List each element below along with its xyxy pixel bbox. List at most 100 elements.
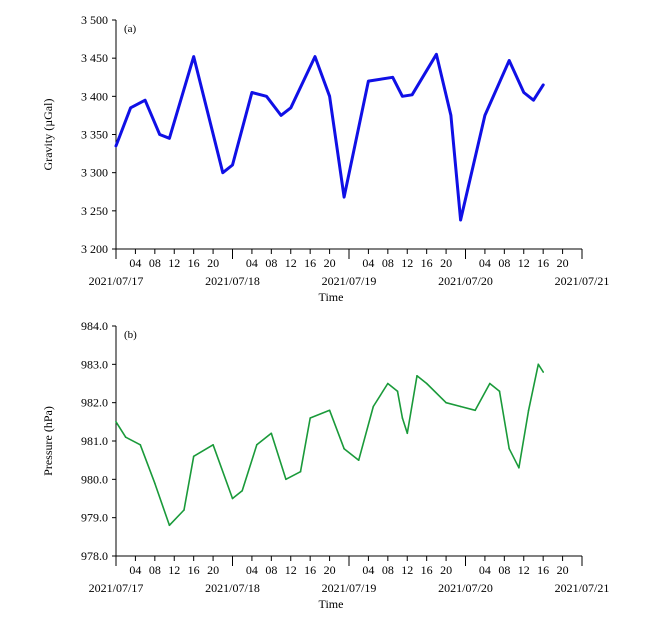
x-hour-tick-label: 04: [479, 256, 491, 270]
x-hour-tick-label: 08: [498, 256, 510, 270]
x-hour-tick-label: 20: [557, 563, 569, 577]
x-hour-tick-label: 04: [246, 563, 258, 577]
data-point: [542, 84, 544, 86]
y-tick-label: 3 350: [81, 128, 108, 142]
y-tick-label: 3 200: [81, 242, 108, 256]
x-hour-tick-label: 16: [537, 563, 549, 577]
x-date-tick-label: 2021/07/17: [89, 274, 144, 288]
data-point: [309, 417, 312, 419]
x-hour-tick-label: 04: [362, 256, 374, 270]
x-hour-tick-label: 16: [304, 563, 316, 577]
data-point: [241, 490, 243, 492]
data-point: [518, 467, 520, 469]
data-point: [406, 432, 409, 435]
y-tick-label: 978.0: [81, 549, 108, 563]
data-point: [183, 509, 185, 511]
data-point: [459, 405, 462, 408]
x-hour-tick-label: 08: [149, 563, 161, 577]
data-point: [192, 55, 195, 58]
x-hour-tick-label: 12: [285, 563, 297, 577]
data-point: [537, 363, 540, 366]
data-point: [124, 436, 127, 439]
data-point: [115, 421, 117, 423]
data-point: [542, 371, 544, 373]
x-hour-tick-label: 12: [285, 256, 297, 270]
data-line: [115, 363, 545, 527]
data-point: [168, 524, 171, 527]
data-point: [343, 447, 345, 450]
data-point: [411, 94, 413, 96]
panel-label: (b): [124, 329, 137, 341]
x-hour-tick-label: 04: [479, 563, 491, 577]
data-point: [357, 459, 360, 462]
data-point: [401, 95, 404, 98]
x-hour-tick-label: 12: [168, 563, 180, 577]
data-point: [168, 137, 171, 140]
x-hour-tick-label: 08: [382, 563, 394, 577]
data-point: [328, 95, 331, 98]
x-hour-tick-label: 16: [304, 256, 316, 270]
x-date-tick-label: 2021/07/21: [555, 581, 610, 595]
data-point: [396, 390, 399, 393]
data-point: [299, 470, 302, 473]
data-point: [459, 219, 462, 221]
x-date-tick-label: 2021/07/20: [438, 274, 493, 288]
data-point: [391, 76, 394, 79]
x-hour-tick-label: 20: [207, 563, 219, 577]
data-point: [212, 444, 214, 446]
x-date-tick-label: 2021/07/19: [322, 581, 377, 595]
x-hour-tick-label: 16: [537, 256, 549, 270]
data-point: [532, 99, 535, 101]
data-point: [484, 114, 486, 117]
data-point: [314, 55, 316, 58]
data-point: [523, 91, 525, 94]
data-point: [265, 95, 268, 98]
x-hour-tick-label: 16: [421, 256, 433, 270]
y-tick-label: 3 500: [81, 13, 108, 27]
data-point: [474, 409, 477, 412]
y-axis-title: Gravity (µGal): [41, 99, 55, 171]
data-point: [115, 145, 117, 147]
x-date-tick-label: 2021/07/18: [205, 581, 260, 595]
data-point: [144, 99, 146, 101]
x-hour-tick-label: 12: [518, 256, 530, 270]
data-point: [290, 107, 292, 109]
x-date-tick-label: 2021/07/19: [322, 274, 377, 288]
data-point: [231, 497, 234, 500]
y-tick-label: 984.0: [81, 319, 108, 333]
data-point: [231, 164, 234, 166]
x-hour-tick-label: 20: [324, 563, 336, 577]
data-point: [489, 382, 491, 385]
x-hour-tick-label: 16: [421, 563, 433, 577]
data-point: [285, 478, 287, 481]
data-point: [425, 382, 428, 385]
y-tick-label: 981.0: [81, 434, 108, 448]
data-point: [450, 114, 452, 117]
data-point: [508, 447, 511, 450]
data-point: [154, 482, 156, 485]
data-point: [435, 53, 438, 56]
x-hour-tick-label: 04: [129, 256, 141, 270]
x-date-tick-label: 2021/07/18: [205, 274, 260, 288]
x-hour-tick-label: 20: [207, 256, 219, 270]
data-point: [251, 91, 253, 94]
x-axis-title: Time: [319, 597, 344, 611]
y-tick-label: 3 400: [81, 89, 108, 103]
y-tick-label: 3 450: [81, 51, 108, 65]
data-point: [255, 444, 258, 446]
data-point: [508, 59, 511, 62]
y-tick-label: 3 250: [81, 204, 108, 218]
x-hour-tick-label: 08: [382, 256, 394, 270]
y-tick-label: 3 300: [81, 166, 108, 180]
y-tick-label: 982.0: [81, 396, 108, 410]
data-point: [367, 80, 370, 82]
x-hour-tick-label: 08: [265, 256, 277, 270]
x-hour-tick-label: 04: [362, 563, 374, 577]
data-line: [114, 52, 545, 222]
data-point: [158, 133, 161, 136]
data-point: [498, 390, 501, 393]
data-point: [343, 196, 345, 198]
x-hour-tick-label: 12: [401, 256, 413, 270]
x-hour-tick-label: 12: [168, 256, 180, 270]
x-hour-tick-label: 16: [188, 563, 200, 577]
